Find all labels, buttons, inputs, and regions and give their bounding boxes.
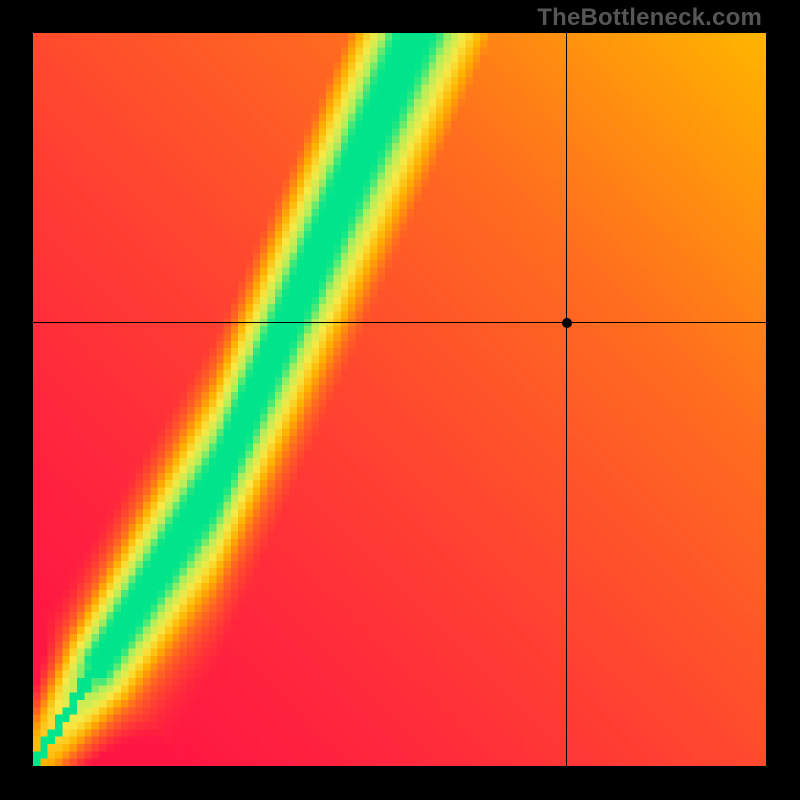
crosshair-horizontal [33, 322, 766, 323]
heatmap-canvas [33, 33, 766, 766]
chart-container: { "watermark": { "text": "TheBottleneck.… [0, 0, 800, 800]
heatmap-plot [33, 33, 766, 766]
watermark-text: TheBottleneck.com [537, 4, 762, 32]
crosshair-dot [562, 318, 572, 328]
crosshair-vertical [566, 33, 567, 766]
